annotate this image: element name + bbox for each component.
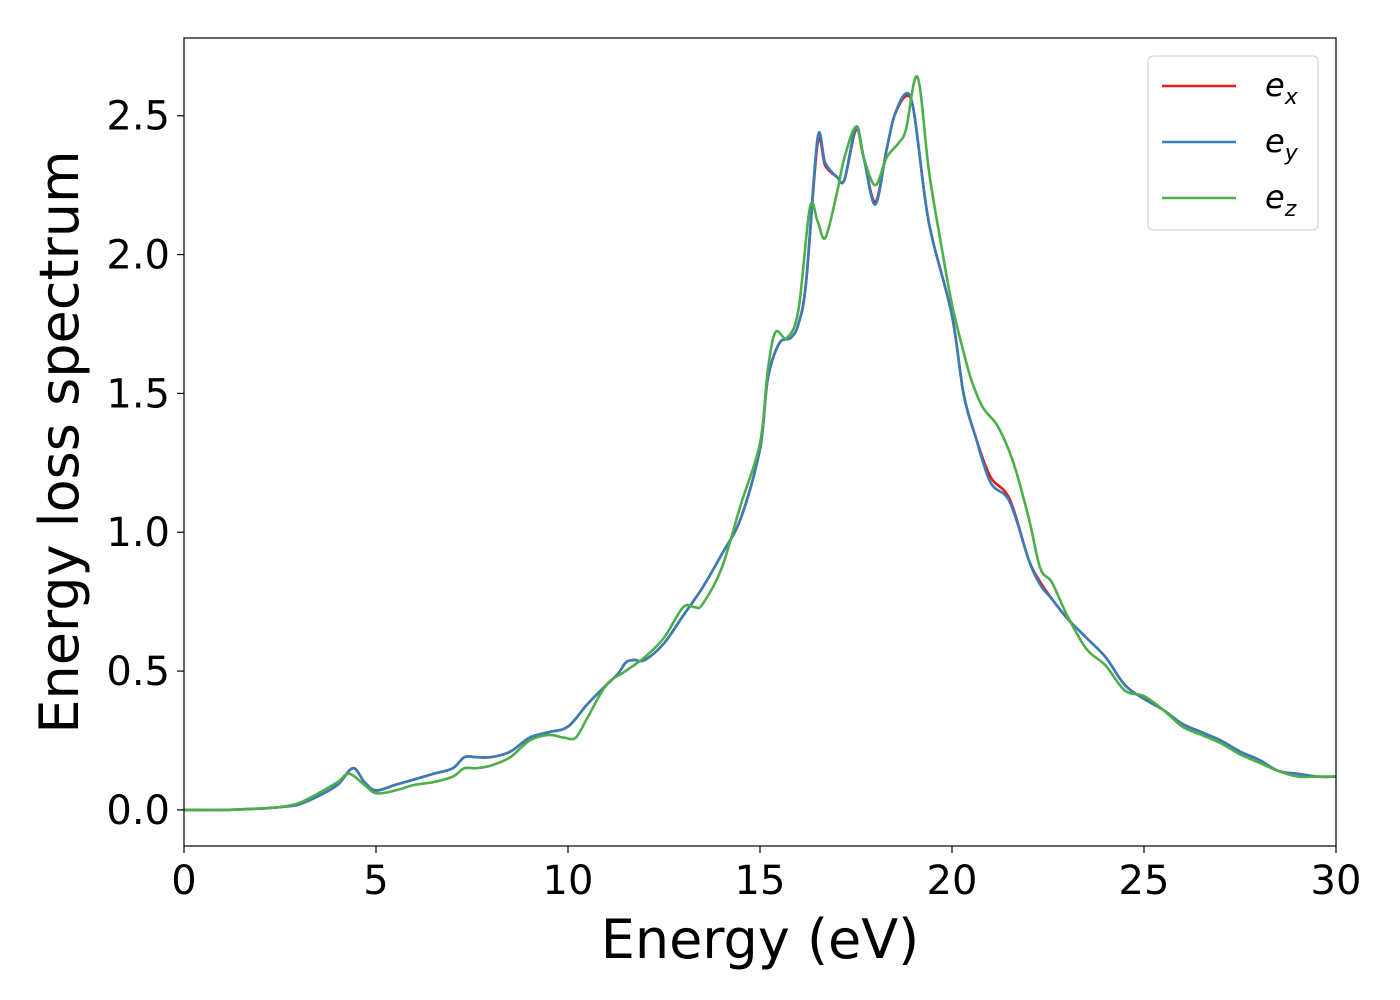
x-tick-label: 20 [927,858,978,904]
x-tick-label: 25 [1119,858,1170,904]
y-axis-label: Energy loss spectrum [28,150,91,733]
series-line-ez [183,75,1336,812]
x-axis-label: Energy (eV) [601,908,920,971]
y-tick-label: 1.5 [106,371,170,417]
y-tick-label: 0.0 [106,788,170,834]
y-tick-label: 2.0 [106,233,170,279]
legend: ex ey ez [1147,55,1319,231]
y-tick-label: 0.5 [106,649,170,695]
legend-label-ex: ex [1265,66,1299,110]
x-tick-label: 30 [1311,858,1362,904]
x-tick-label: 0 [171,858,196,904]
y-tick-label: 2.5 [106,94,170,140]
x-tick-label: 10 [543,858,594,904]
ticks-layer: 0 5 10 15 20 25 30 0.0 0.5 1.0 1.5 2.0 2.5 [106,94,1361,904]
y-tick-label: 1.0 [106,510,170,556]
x-tick-label: 15 [735,858,786,904]
x-tick-label: 5 [363,858,388,904]
series-layer [183,75,1337,812]
legend-label-ez: ez [1265,178,1297,222]
legend-label-ey: ey [1265,122,1299,166]
series-line-ey [183,91,1337,812]
